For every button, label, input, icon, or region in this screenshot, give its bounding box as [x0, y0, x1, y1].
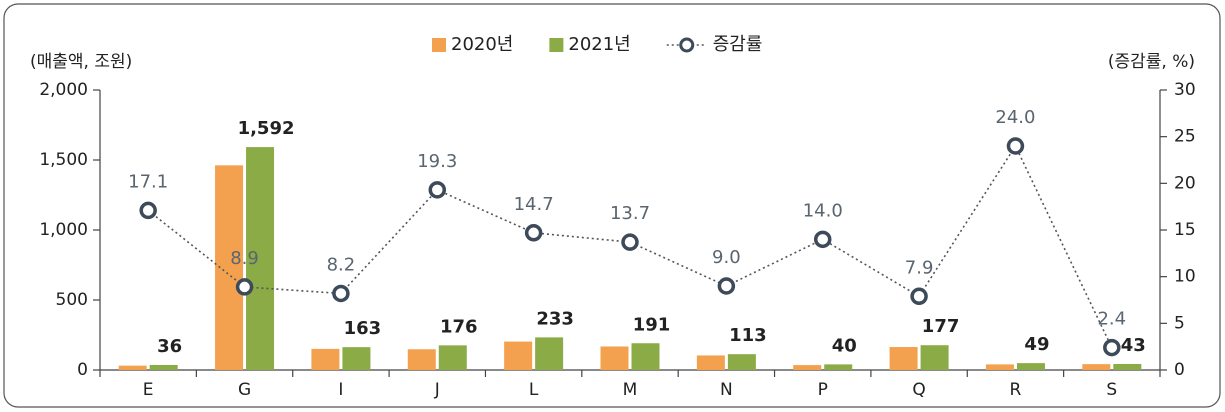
y-tick-label: 500	[56, 290, 88, 310]
bar	[727, 354, 756, 370]
line-value-label: 19.3	[417, 151, 457, 172]
bar	[600, 346, 629, 370]
bar	[1082, 364, 1111, 370]
bar	[535, 337, 564, 370]
x-tick-label: J	[434, 380, 440, 400]
bar	[1113, 363, 1142, 370]
y2-tick-label: 15	[1174, 220, 1196, 240]
legend-swatch	[432, 38, 446, 52]
y2-tick-label: 25	[1174, 127, 1196, 147]
bar-value-label: 40	[832, 335, 857, 356]
bar	[407, 349, 436, 370]
bar	[824, 364, 853, 370]
bar	[342, 347, 371, 370]
x-tick-label: L	[529, 380, 539, 400]
bar-value-label: 36	[157, 336, 182, 357]
line-value-label: 13.7	[610, 203, 650, 224]
bar	[311, 348, 340, 370]
bar	[118, 365, 147, 370]
line-value-label: 8.9	[230, 248, 259, 269]
line-marker	[1103, 338, 1121, 357]
bar	[631, 343, 660, 370]
line-marker	[332, 284, 350, 303]
bar	[246, 147, 275, 370]
bar-value-label: 49	[1024, 334, 1049, 355]
y2-axis-label: (증감률, %)	[1108, 52, 1195, 72]
line-value-label: 8.2	[327, 254, 356, 275]
y-tick-label: 1,500	[39, 150, 88, 170]
line-marker	[910, 287, 928, 306]
line-marker	[1006, 137, 1025, 155]
line-marker	[813, 230, 832, 249]
bar-value-label: 177	[922, 316, 960, 337]
bar	[793, 365, 822, 370]
bar-value-label: 113	[729, 325, 767, 346]
line-marker	[524, 224, 543, 242]
x-tick-label: M	[623, 380, 638, 400]
bar	[985, 364, 1014, 370]
bar	[438, 345, 467, 370]
bar	[504, 341, 533, 370]
y2-tick-label: 30	[1174, 80, 1196, 100]
y-axis-label: (매출액, 조원)	[30, 52, 132, 72]
y-tick-label: 2,000	[39, 80, 88, 100]
line-value-label: 2.4	[1097, 309, 1126, 330]
bar	[149, 364, 178, 370]
x-tick-label: S	[1106, 380, 1117, 400]
legend-label: 2021년	[568, 34, 630, 55]
bar-value-label: 176	[440, 316, 478, 337]
y2-tick-label: 5	[1174, 313, 1185, 333]
line-marker	[139, 201, 157, 220]
bar	[696, 355, 725, 370]
x-tick-label: P	[818, 380, 828, 400]
line-value-label: 7.9	[905, 257, 934, 278]
line-value-label: 14.7	[514, 194, 554, 215]
line-marker	[621, 233, 639, 251]
bar	[920, 345, 949, 370]
bar-value-label: 191	[633, 314, 671, 335]
line-marker	[235, 278, 254, 296]
y2-tick-label: 0	[1174, 360, 1185, 380]
x-tick-label: G	[238, 380, 251, 400]
frame	[3, 3, 1221, 408]
y2-tick-label: 10	[1174, 267, 1196, 287]
x-tick-label: R	[1010, 380, 1022, 400]
legend-swatch	[549, 38, 564, 52]
legend-marker	[679, 37, 695, 53]
y-tick-label: 1,000	[39, 220, 88, 240]
bar-value-label: 233	[536, 308, 574, 329]
legend-label: 2020년	[451, 34, 513, 55]
y-tick-label: 0	[77, 360, 88, 380]
bar-value-label: 1,592	[238, 118, 295, 139]
bar-value-label: 43	[1121, 335, 1146, 356]
line-marker	[717, 277, 736, 295]
line-marker	[428, 181, 447, 199]
x-tick-label: N	[720, 380, 733, 400]
bar-value-label: 163	[344, 318, 382, 339]
line-value-label: 24.0	[995, 107, 1035, 128]
x-tick-label: I	[338, 380, 343, 400]
y2-tick-label: 20	[1174, 173, 1196, 193]
line-value-label: 17.1	[128, 171, 168, 192]
line-value-label: 9.0	[712, 247, 741, 268]
legend-label: 증감률	[713, 34, 763, 55]
x-tick-label: E	[143, 380, 154, 400]
x-tick-label: Q	[912, 380, 925, 400]
bar	[889, 347, 918, 370]
line-value-label: 14.0	[803, 200, 843, 221]
bar	[1016, 363, 1045, 370]
